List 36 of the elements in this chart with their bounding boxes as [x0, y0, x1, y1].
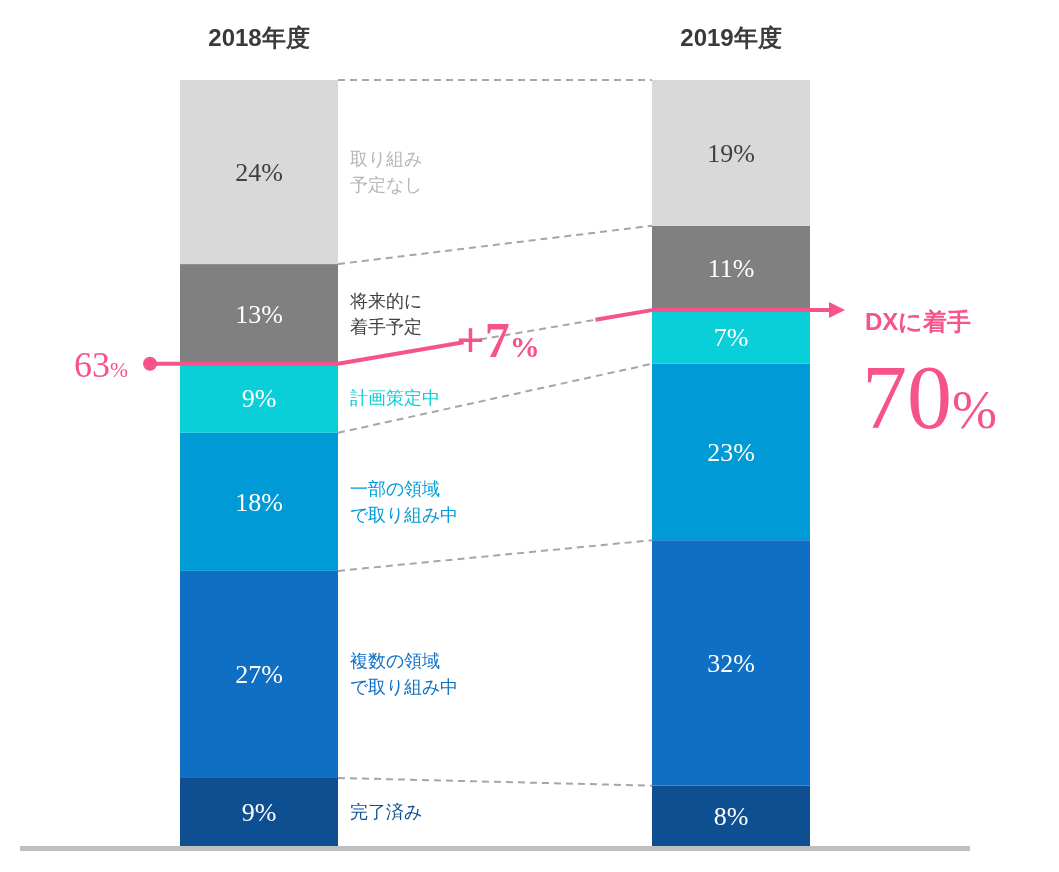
bar	[652, 785, 810, 847]
annotation: 63%	[74, 344, 128, 385]
bar	[180, 363, 338, 433]
data-label: 27%	[235, 660, 283, 690]
bar	[652, 540, 810, 786]
series-label: 計画策定中	[350, 388, 440, 409]
data-label: 18%	[235, 487, 283, 517]
bar	[180, 264, 338, 364]
data-label: 23%	[707, 437, 755, 467]
bar	[652, 80, 810, 226]
data-label: 9%	[241, 384, 277, 414]
data-label: 11%	[707, 253, 755, 283]
bar	[180, 432, 338, 571]
bar	[180, 80, 338, 265]
bar	[180, 777, 338, 847]
data-label: 7%	[713, 322, 749, 352]
data-label: 24%	[235, 158, 283, 188]
series-label: 取り組み予定なし	[350, 149, 422, 196]
bar	[652, 363, 810, 541]
data-label: 9%	[241, 798, 277, 828]
series-label: 完了済み	[350, 802, 422, 823]
annotation: DXに着手	[865, 308, 972, 335]
data-label: 8%	[713, 802, 749, 832]
data-label: 19%	[707, 138, 755, 168]
series-label: 一部の領域で取り組み中	[350, 478, 458, 525]
series-label: 複数の領域で取り組み中	[350, 651, 458, 698]
annotation: +7%	[456, 311, 540, 368]
x-tick-label: 2018年度	[208, 24, 310, 51]
data-label: 13%	[235, 299, 283, 329]
series-label: 将来的に着手予定	[349, 290, 422, 337]
bar	[652, 310, 810, 364]
bar	[180, 570, 338, 778]
data-label: 32%	[707, 648, 755, 678]
annotation: 70%	[862, 348, 997, 447]
x-tick-label: 2019年度	[680, 24, 782, 51]
bar	[652, 225, 810, 311]
